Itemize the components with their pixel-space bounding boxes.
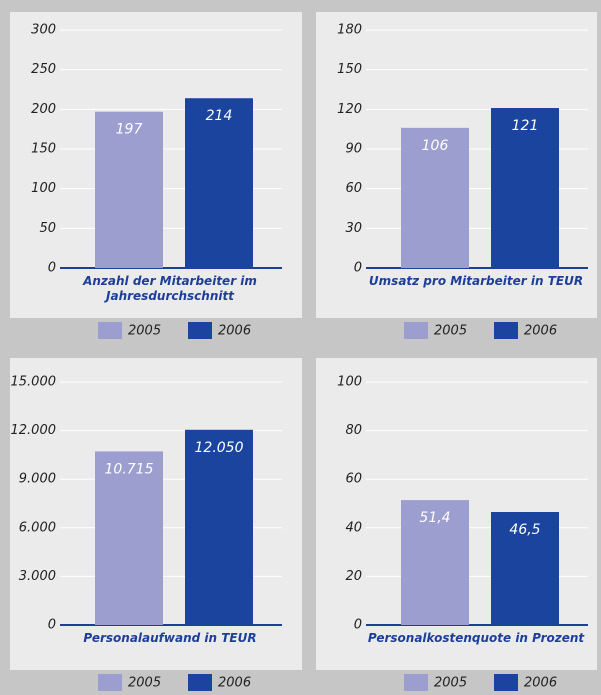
y-tick-label: 12.000 (11, 423, 57, 438)
legend-band (10, 670, 302, 695)
legend-swatch (494, 674, 518, 691)
bar (491, 512, 559, 625)
value-label: 197 (116, 122, 143, 138)
y-tick-label: 60 (345, 472, 362, 487)
y-tick-label: 150 (337, 62, 362, 77)
legend-label: 2005 (128, 676, 161, 691)
legend-label: 2005 (128, 324, 161, 339)
y-tick-label: 20 (345, 569, 362, 584)
legend-swatch (188, 674, 212, 691)
value-label: 51,4 (419, 510, 450, 526)
legend-band (10, 318, 302, 343)
title-box: Personalkostenquote in Prozent (367, 631, 585, 645)
value-label: 12.050 (195, 440, 244, 456)
y-tick-label: 40 (345, 520, 362, 535)
legend-band (316, 318, 597, 343)
title-box: Anzahl der Mitarbeiter im Jahresdurchsch… (83, 274, 257, 303)
bar (401, 500, 469, 625)
chart-panel: 0 20 40 60 80 100 51,4 46,5 Personalkostenquote … (316, 358, 597, 695)
legend-swatch (98, 674, 122, 691)
bar (95, 451, 163, 625)
bar (185, 98, 253, 268)
y-tick-label: 50 (39, 221, 56, 236)
y-tick-label: 100 (31, 181, 56, 196)
chart-panel: 0 3.000 6.000 9.000 12.000 15.000 10.715 12.050… (10, 358, 302, 695)
y-tick-label: 90 (345, 142, 362, 157)
legend-label: 2005 (434, 676, 467, 691)
y-tick-label: 300 (31, 23, 56, 38)
value-label: 46,5 (509, 522, 540, 538)
y-tick-label: 0 (354, 618, 362, 633)
title-box: Personalaufwand in TEUR (83, 631, 257, 645)
y-tick-label: 6.000 (19, 520, 56, 535)
bar (185, 429, 253, 625)
y-tick-label: 0 (48, 261, 56, 276)
chart-title: Anzahl der Mitarbeiter im Jahresdurchsch… (83, 274, 257, 303)
chart-title: Personalkostenquote in Prozent (367, 631, 585, 645)
bar (491, 108, 559, 268)
y-tick-label: 60 (345, 181, 362, 196)
y-tick-label: 80 (345, 423, 362, 438)
y-tick-label: 3.000 (19, 569, 56, 584)
legend-swatch (404, 322, 428, 339)
value-label: 121 (512, 118, 539, 134)
y-tick-label: 100 (337, 375, 362, 390)
chart-title: Personalaufwand in TEUR (83, 631, 257, 645)
legend-label: 2006 (524, 676, 557, 691)
y-tick-label: 200 (31, 102, 56, 117)
value-label: 106 (422, 138, 449, 154)
legend-label: 2006 (218, 676, 251, 691)
y-tick-label: 0 (48, 618, 56, 633)
legend-label: 2006 (218, 324, 251, 339)
value-label: 214 (206, 108, 233, 124)
legend-label: 2006 (524, 324, 557, 339)
y-tick-label: 9.000 (19, 472, 56, 487)
legend-swatch (98, 322, 122, 339)
bar (401, 127, 469, 268)
chart-panel: 0 50 100 150 200 250 300 197 214 Anzahl der Mitar… (10, 12, 302, 343)
legend-swatch (188, 322, 212, 339)
chart-panel: 0 30 60 90 120 150 180 106 121 Umsatz pro Mitarbe… (316, 12, 597, 343)
y-tick-label: 0 (354, 261, 362, 276)
bar (95, 111, 163, 268)
title-box: Umsatz pro Mitarbeiter in TEUR (368, 274, 584, 288)
chart-title: Umsatz pro Mitarbeiter in TEUR (368, 274, 584, 288)
value-label: 10.715 (105, 461, 154, 477)
y-tick-label: 150 (31, 142, 56, 157)
y-tick-label: 30 (345, 221, 362, 236)
legend-swatch (494, 322, 518, 339)
legend-swatch (404, 674, 428, 691)
legend-label: 2005 (434, 324, 467, 339)
y-tick-label: 180 (337, 23, 362, 38)
y-tick-label: 15.000 (11, 375, 57, 390)
y-tick-label: 250 (31, 62, 56, 77)
legend-band (316, 670, 597, 695)
y-tick-label: 120 (337, 102, 362, 117)
